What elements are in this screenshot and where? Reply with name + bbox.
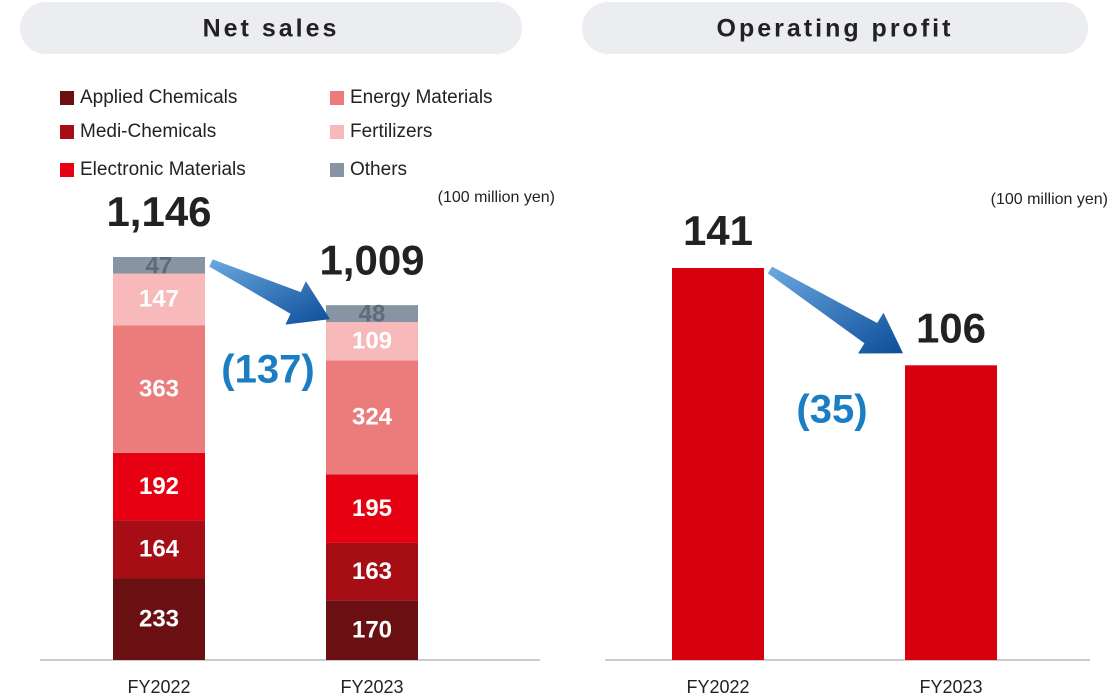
legend-label: Others [350, 159, 407, 180]
bar-segment [326, 305, 418, 323]
legend-swatch [330, 91, 344, 105]
change-label: (35) [796, 388, 867, 432]
bar-segment [326, 542, 418, 601]
chart-title: Operating profit [717, 15, 954, 43]
header-pill [20, 2, 522, 54]
bar-segment [113, 520, 205, 579]
x-tick-label: FY2023 [919, 677, 982, 697]
data-label: 363 [139, 375, 179, 402]
data-label: 324 [352, 404, 393, 431]
header-pill [582, 2, 1088, 54]
data-label: 170 [352, 616, 392, 643]
data-label: 195 [352, 495, 392, 522]
bar [672, 268, 764, 660]
legend-swatch [330, 125, 344, 139]
data-label: 164 [139, 536, 180, 563]
data-label: 47 [146, 252, 173, 279]
data-label: 147 [139, 286, 179, 313]
bar-segment [113, 257, 205, 274]
bar-segment [113, 325, 205, 453]
bar-segment [113, 273, 205, 326]
x-tick-label: FY2023 [340, 677, 403, 697]
data-label: 163 [352, 558, 392, 585]
bar-segment [113, 578, 205, 660]
bar [905, 365, 997, 660]
data-label: 106 [916, 304, 986, 351]
change-label: (137) [221, 348, 314, 392]
x-tick-label: FY2022 [686, 677, 749, 697]
x-tick-label: FY2022 [127, 677, 190, 697]
unit-label: (100 million yen) [991, 191, 1108, 208]
data-label: 109 [352, 328, 392, 355]
total-label: 1,146 [106, 188, 211, 235]
change-arrow [209, 259, 330, 325]
legend-label: Energy Materials [350, 87, 493, 108]
unit-label: (100 million yen) [438, 189, 555, 206]
change-arrow [767, 266, 903, 354]
legend-swatch [60, 163, 74, 177]
legend-swatch [60, 125, 74, 139]
legend-label: Fertilizers [350, 121, 432, 142]
legend-label: Medi-Chemicals [80, 121, 216, 142]
total-label: 1,009 [319, 236, 424, 283]
bar-segment [326, 322, 418, 361]
data-label: 48 [359, 301, 386, 328]
bar-segment [326, 474, 418, 543]
bar-segment [326, 360, 418, 475]
data-label: 141 [683, 207, 753, 254]
chart-title: Net sales [203, 15, 340, 43]
legend-label: Electronic Materials [80, 159, 246, 180]
data-label: 233 [139, 605, 179, 632]
bar-segment [113, 452, 205, 521]
legend-swatch [60, 91, 74, 105]
data-label: 192 [139, 473, 179, 500]
legend-swatch [330, 163, 344, 177]
bar-segment [326, 600, 418, 660]
legend-label: Applied Chemicals [80, 87, 237, 108]
